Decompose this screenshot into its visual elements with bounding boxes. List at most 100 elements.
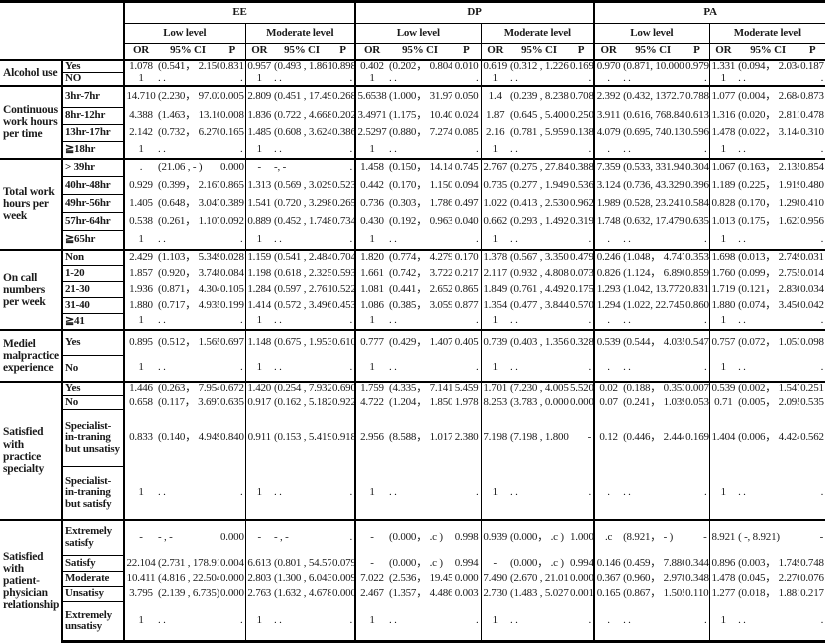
odds-ratio: 1.820 [354, 248, 388, 266]
confidence-interval: (1.124， 6.890) [623, 266, 684, 279]
confidence-interval: - , - [157, 518, 219, 556]
confidence-interval: . . [158, 485, 166, 498]
confidence-interval: (0.150， 14.14) [388, 157, 452, 177]
p-value: . [239, 361, 243, 374]
odds-ratio: 1.148 [244, 328, 273, 356]
confidence-interval: (0.871， 4.304) [158, 282, 219, 295]
column-header: OR [244, 43, 273, 60]
odds-ratio: 1.159 [244, 248, 273, 266]
p-value: 0.344 [685, 556, 709, 569]
odds-ratio: 0.539 [708, 380, 738, 396]
confidence-interval: (0.005， 2.095) [738, 395, 799, 408]
row-category: 8hr-12hr [61, 107, 125, 126]
odds-ratio: 5.6538 [354, 84, 388, 108]
column-header: P [569, 43, 595, 60]
confidence-interval: . . [389, 232, 397, 245]
confidence-interval: . . [510, 142, 518, 155]
row-category: Specialist-in-traning but satisfy [61, 466, 125, 521]
p-value: 0.962 [570, 196, 594, 209]
row-category: Yes [61, 380, 125, 397]
column-header: OR [123, 43, 157, 60]
odds-ratio: 1.857 [123, 265, 157, 282]
confidence-interval: . . [389, 485, 397, 498]
confidence-interval: (0.533, 331.94) [622, 157, 685, 177]
confidence-interval: (0.188， 0.353) [622, 380, 685, 396]
odds-ratio: . [593, 72, 623, 86]
confidence-interval: (0.202， 0.804) [388, 58, 452, 73]
p-value: 0.138 [570, 126, 594, 139]
confidence-interval: . . [623, 72, 631, 84]
confidence-interval: (21.06 , - ) [157, 157, 219, 177]
confidence-interval: (0.960， 2.978) [623, 572, 684, 585]
confidence-interval: (0.567 , 3.350) [509, 248, 569, 266]
p-value: 0.562 [800, 431, 824, 444]
row-category: Yes [61, 328, 125, 357]
odds-ratio: - [244, 518, 273, 556]
p-value: . [820, 72, 824, 84]
row-category: 3hr-7hr [61, 84, 125, 109]
column-header: OR [354, 43, 388, 60]
row-category: Moderate [61, 571, 125, 588]
p-value: 0.635 [685, 214, 709, 227]
odds-ratio: 1.081 [354, 281, 388, 298]
confidence-interval: (7.230 , 4.005) [509, 380, 569, 396]
p-value: 0.831 [219, 58, 245, 73]
p-value: 0.593 [332, 266, 355, 279]
odds-ratio: 1 [123, 230, 157, 250]
p-value: 2.380 [454, 431, 479, 444]
confidence-interval: (0.000， .c ) [510, 556, 564, 569]
p-value: 0.199 [220, 298, 244, 311]
p-value: 0.000 [220, 587, 244, 600]
odds-ratio: . [593, 466, 623, 520]
p-value: - [587, 431, 592, 444]
confidence-interval: (0.446， 2.444) [623, 431, 684, 444]
odds-ratio: 1 [708, 466, 738, 520]
confidence-interval: . . [389, 314, 397, 327]
odds-ratio: 1.294 [593, 297, 623, 314]
p-value: 0.003 [454, 587, 479, 600]
p-value: 0.000 [570, 395, 594, 408]
odds-ratio: 1 [708, 313, 738, 330]
confidence-interval: . . [389, 361, 397, 374]
p-value: 0.922 [332, 395, 355, 408]
confidence-interval: (0.648， 3.047) [158, 196, 219, 209]
confidence-interval: (1.022, 22.745) [623, 298, 685, 311]
p-value: 0.000 [220, 572, 244, 585]
odds-ratio: 1 [123, 466, 157, 520]
column-header: 95% CI [509, 43, 569, 60]
p-value: 0.480 [800, 178, 824, 191]
confidence-interval: (1.000， 31.979) [388, 84, 452, 108]
odds-ratio: 0.826 [593, 265, 623, 282]
p-value: 0.010 [452, 58, 481, 73]
p-value: 0.028 [219, 248, 245, 266]
p-value: - [799, 518, 825, 556]
p-value: 0.497 [454, 196, 479, 209]
odds-ratio: 1.880 [708, 297, 738, 314]
confidence-interval: (0.618 , 2.325) [274, 266, 331, 279]
confidence-interval: . . [273, 601, 331, 643]
odds-ratio: . [123, 157, 157, 177]
p-value: 0.040 [454, 214, 479, 227]
odds-ratio: 1.87 [480, 107, 509, 125]
odds-ratio: 0.736 [354, 194, 388, 213]
p-value: 5.459 [452, 380, 481, 396]
confidence-interval: (0.774， 4.279) [388, 248, 452, 266]
confidence-interval: . . [389, 142, 397, 155]
odds-ratio: 1.284 [244, 281, 273, 298]
odds-ratio: . [593, 141, 623, 159]
group-header-pa: PA [593, 0, 825, 24]
p-value: . [704, 142, 707, 155]
confidence-interval: (0.022， 3.144) [738, 126, 799, 139]
confidence-interval: . . [158, 361, 166, 374]
confidence-interval: (0.312 , 1.226) [509, 58, 569, 73]
odds-ratio: - [480, 555, 509, 572]
p-value: 0.748 [800, 556, 824, 569]
p-value: . [349, 361, 352, 374]
p-value: 0.994 [454, 556, 479, 569]
odds-ratio: 1 [480, 601, 509, 643]
confidence-interval: (1.204， 1.850) [389, 395, 452, 408]
odds-ratio: . [593, 230, 623, 250]
p-value: 0.979 [684, 58, 710, 73]
odds-ratio: 1 [354, 230, 388, 250]
